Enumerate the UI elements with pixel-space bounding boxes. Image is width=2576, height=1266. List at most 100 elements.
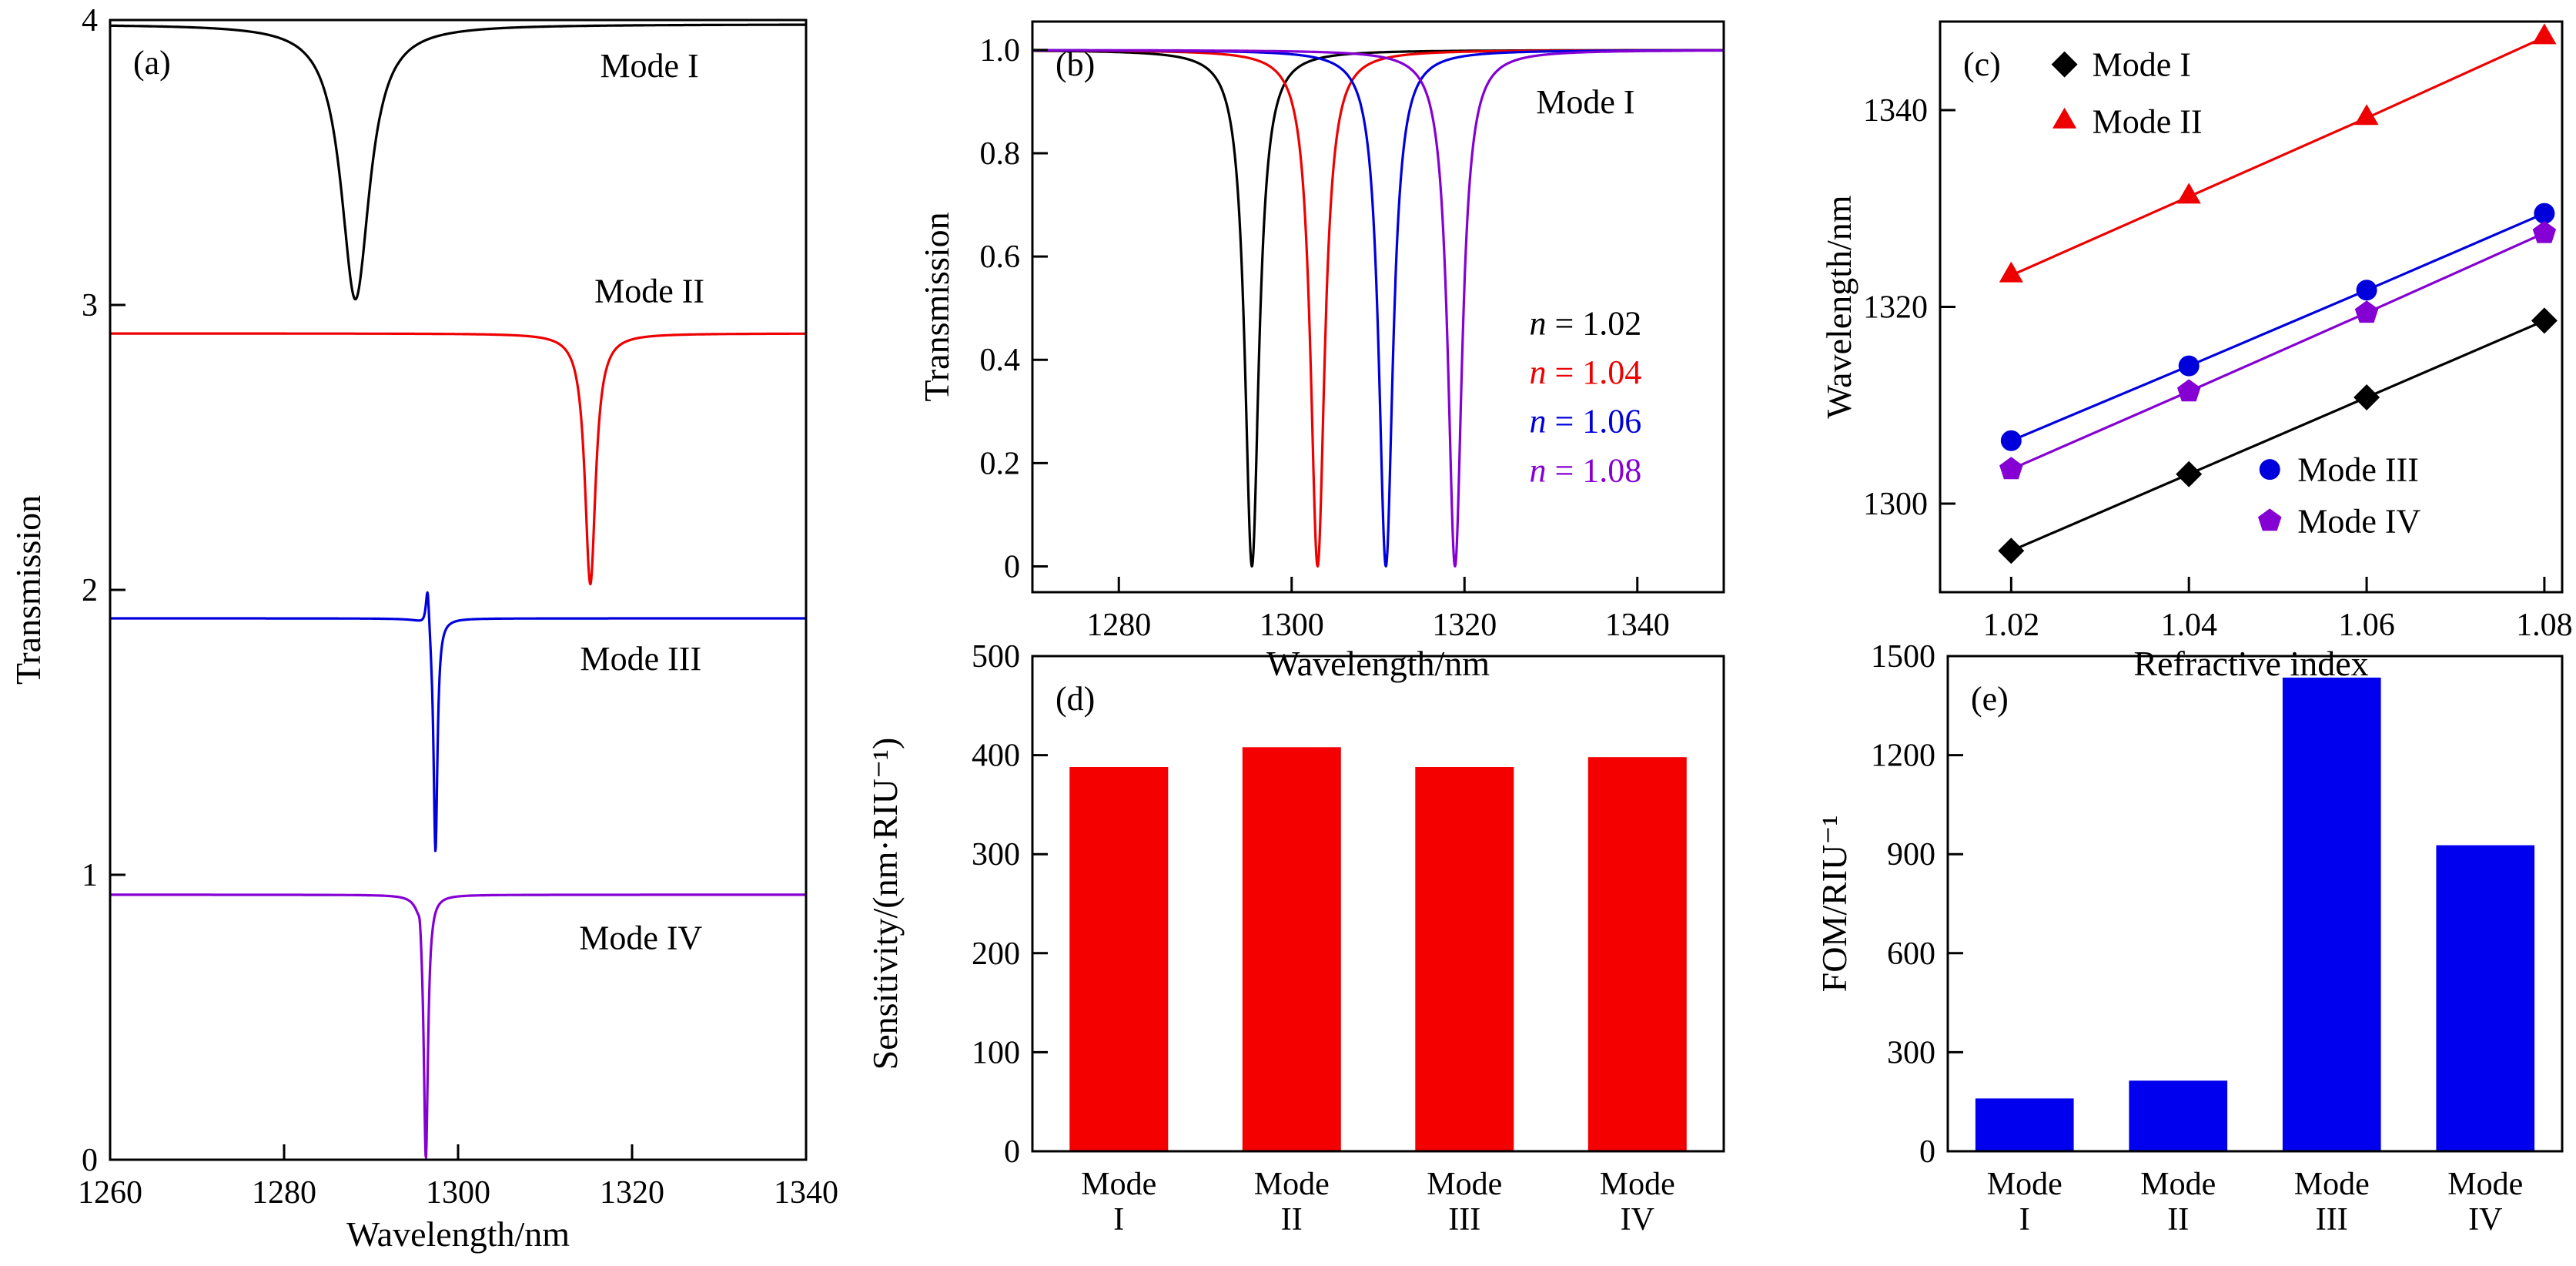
point-mode-i <box>1998 538 2025 564</box>
y-tick-label: 100 <box>972 1035 1020 1070</box>
point-mode-ii <box>1999 261 2023 283</box>
point-mode-iii <box>2356 280 2377 301</box>
category-label: Mode <box>1427 1167 1502 1202</box>
legend-label: Mode I <box>2093 46 2191 84</box>
axis-box <box>1939 20 2564 594</box>
x-tick-label: 1.08 <box>2516 608 2573 643</box>
y-tick-label: 1300 <box>1863 487 1928 522</box>
bar-mode-i <box>1069 767 1169 1151</box>
legend-label: Mode II <box>2093 103 2203 141</box>
category-label: III <box>1448 1202 1480 1238</box>
y-axis-label: Wavelength/nm <box>1819 195 1858 418</box>
line-mode-ii <box>2010 35 2545 277</box>
point-mode-ii <box>2176 183 2201 204</box>
y-tick-label: 0.8 <box>980 136 1021 172</box>
y-axis-label: Sensitivity/(nm·RIU⁻¹) <box>865 738 905 1070</box>
y-tick-label: 1340 <box>1863 93 1928 129</box>
y-tick-label: 0 <box>1919 1134 1935 1170</box>
x-tick-label: 1.04 <box>2160 608 2217 643</box>
y-tick-label: 4 <box>82 3 98 39</box>
y-tick-label: 300 <box>972 837 1020 872</box>
y-tick-label: 400 <box>972 738 1020 774</box>
point-mode-iv <box>2532 220 2557 243</box>
y-tick-label: 1500 <box>1871 639 1935 675</box>
panel-letter: (d) <box>1055 680 1095 718</box>
bar-mode-iii <box>2282 677 2381 1151</box>
y-tick-label: 1200 <box>1871 738 1935 774</box>
point-mode-iv <box>1999 457 2023 480</box>
point-mode-i <box>2531 307 2558 334</box>
legend-marker-icon <box>2259 459 2280 481</box>
point-mode-iv <box>2177 379 2201 402</box>
legend-entry: n = 1.06 <box>1529 403 1641 440</box>
y-tick-label: 500 <box>972 639 1020 675</box>
series-label: Mode III <box>580 640 701 678</box>
x-axis-label: Wavelength/nm <box>1266 644 1490 683</box>
x-tick-label: 1.06 <box>2338 608 2395 643</box>
y-tick-label: 0 <box>82 1143 98 1178</box>
category-label: II <box>1281 1202 1303 1238</box>
curve-mode-ii <box>109 332 807 586</box>
legend-entry: n = 1.04 <box>1529 353 1641 391</box>
y-tick-label: 900 <box>1887 837 1935 872</box>
x-tick-label: 1300 <box>1260 608 1324 643</box>
axis-box <box>1031 655 1725 1153</box>
legend-marker-icon <box>2051 51 2078 78</box>
x-tick-label: 1260 <box>78 1175 142 1211</box>
category-label: Mode <box>1081 1167 1156 1202</box>
y-axis-label: Transmission <box>917 212 956 401</box>
panel-d: ModeIModeIIModeIIIModeIV0100200300400500… <box>865 639 1725 1238</box>
category-label: Mode <box>2447 1167 2523 1202</box>
bar-mode-iii <box>1415 767 1514 1151</box>
point-mode-iii <box>2178 355 2200 377</box>
y-tick-label: 1320 <box>1863 290 1928 326</box>
legend-label: Mode IV <box>2297 502 2420 540</box>
point-mode-iii <box>2000 430 2022 451</box>
x-axis-label: Wavelength/nm <box>346 1214 570 1254</box>
panel-letter: (e) <box>1971 680 2009 718</box>
legend-label: Mode III <box>2297 451 2419 489</box>
series-label: Mode IV <box>579 919 702 956</box>
point-mode-iv <box>2354 300 2379 323</box>
curve-mode-iv <box>109 893 807 1159</box>
annotation-label: Mode I <box>1536 83 1634 121</box>
legend-entry: n = 1.08 <box>1529 451 1641 489</box>
category-label: IV <box>1621 1202 1654 1238</box>
bar-mode-iv <box>2436 845 2535 1151</box>
category-label: I <box>1113 1202 1124 1238</box>
curve-n-1-08 <box>1032 49 1725 568</box>
bar-mode-iv <box>1587 757 1687 1151</box>
y-tick-label: 0.6 <box>980 239 1021 275</box>
x-tick-label: 1280 <box>252 1175 316 1211</box>
y-tick-label: 0.2 <box>980 446 1021 481</box>
legend-marker-icon <box>2052 107 2077 129</box>
panel-letter: (c) <box>1963 45 2001 83</box>
y-tick-label: 0 <box>1004 1134 1020 1170</box>
panel-b: 1280 1300 1320 1340 0 0.2 0.4 0.6 0.8 1.0 Waveleng… <box>917 20 1725 683</box>
panel-e: ModeIModeIIModeIIIModeIV0300600900120015… <box>1815 639 2564 1238</box>
axis-box <box>1031 20 1725 594</box>
panel-c: 1.02 1.04 1.06 1.08 1300 1320 1340 Refractive i… <box>1819 20 2573 683</box>
y-tick-label: 200 <box>972 936 1020 972</box>
y-tick-label: 1 <box>82 858 98 893</box>
line-mode-iv <box>2010 232 2545 471</box>
category-label: Mode <box>1987 1167 2062 1202</box>
category-label: I <box>2019 1202 2030 1238</box>
panel-a: Mode I Mode II Mode III Mode IV 1260 1280 1300… <box>8 3 838 1254</box>
category-label: III <box>2316 1202 2348 1238</box>
axis-box <box>1946 655 2564 1153</box>
point-mode-ii <box>2532 23 2557 45</box>
panel-letter: (b) <box>1055 45 1095 83</box>
y-tick-label: 600 <box>1887 936 1935 972</box>
axis-box <box>109 18 808 1161</box>
category-label: Mode <box>1254 1167 1330 1202</box>
panel-letter: (a) <box>133 44 171 82</box>
x-tick-label: 1300 <box>426 1175 490 1211</box>
point-mode-i <box>2176 461 2203 487</box>
y-axis-label: Transmission <box>8 495 48 685</box>
bar-mode-ii <box>1242 747 1341 1151</box>
x-tick-label: 1280 <box>1086 608 1151 643</box>
point-mode-iii <box>2534 203 2555 224</box>
x-tick-label: 1320 <box>600 1175 664 1211</box>
curve-mode-iii <box>109 591 807 852</box>
